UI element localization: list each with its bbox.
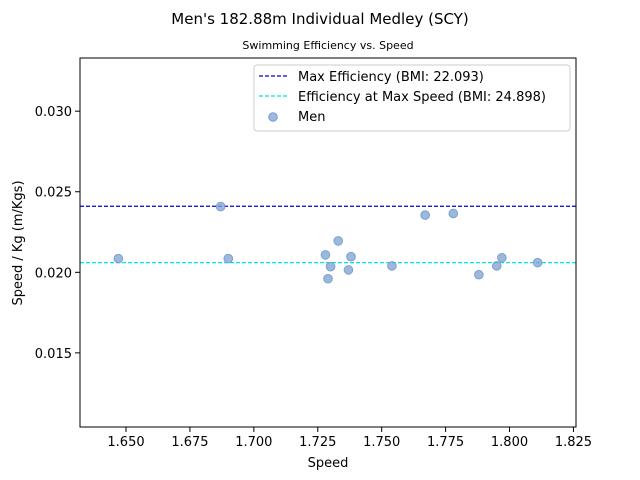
legend-marker-swatch	[268, 112, 278, 122]
plot-area: 1.650 1.675 1.700 1.725 1.750 1.775 1.800 1.825…	[35, 57, 592, 450]
data-point-4	[320, 250, 331, 260]
x-tick-label: 1.800	[491, 435, 528, 450]
x-tick-label: 1.750	[363, 435, 400, 450]
legend-label: Men	[298, 110, 325, 125]
data-point-12	[448, 208, 459, 219]
x-tick-label: 1.725	[299, 435, 336, 450]
x-tick-label: 1.700	[235, 435, 272, 450]
x-axis-label: Speed	[308, 456, 349, 471]
chart-subtitle: Swimming Efficiency vs. Speed	[242, 39, 413, 52]
legend-label: Max Efficiency (BMI: 22.093)	[298, 70, 484, 85]
x-tick-label: 1.825	[555, 435, 592, 450]
y-tick-label: 0.015	[35, 347, 72, 362]
y-tick-label: 0.020	[35, 266, 72, 281]
data-point-1	[113, 253, 124, 264]
data-point-11	[420, 210, 430, 220]
legend-label: Efficiency at Max Speed (BMI: 24.898)	[298, 90, 546, 105]
x-tick-label: 1.775	[427, 435, 464, 450]
data-point-6	[325, 261, 336, 272]
data-point-8	[343, 265, 354, 275]
data-point-13	[474, 269, 484, 280]
data-point-16	[532, 257, 543, 268]
plot-frame	[79, 57, 577, 428]
legend-box	[253, 64, 571, 132]
x-tick-label: 1.675	[171, 435, 208, 450]
data-point-10	[387, 261, 397, 271]
data-point-15	[497, 253, 507, 263]
data-point-9	[346, 251, 356, 262]
data-point-3	[223, 253, 234, 264]
y-axis-label: Speed / Kg (m/Kgs)	[11, 180, 26, 305]
y-tick-label: 0.025	[35, 186, 72, 201]
chart-title: Men's 182.88m Individual Medley (SCY)	[171, 10, 468, 28]
data-point-5	[323, 273, 333, 284]
x-tick-label: 1.650	[107, 435, 144, 450]
data-point-2	[215, 201, 226, 212]
data-point-14	[491, 261, 502, 271]
y-tick-label: 0.030	[35, 105, 72, 120]
data-point-7	[333, 236, 344, 246]
